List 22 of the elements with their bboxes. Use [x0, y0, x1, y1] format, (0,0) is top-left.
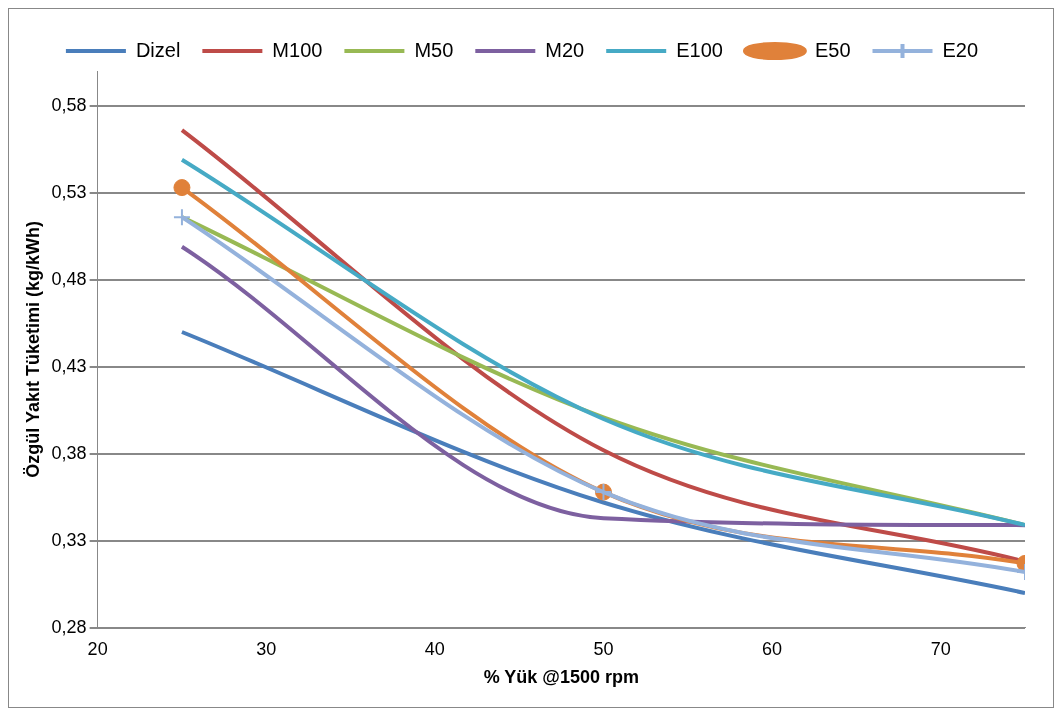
x-tick-label: 60 — [762, 638, 783, 659]
legend-label: E100 — [676, 38, 723, 61]
legend-label: E50 — [814, 38, 851, 61]
y-tick-label: 0,48 — [51, 268, 87, 289]
x-tick-label: 70 — [930, 638, 951, 659]
legend-label: E20 — [942, 38, 979, 61]
legend-label: M20 — [545, 38, 585, 61]
legend-label: Dizel — [135, 38, 181, 61]
y-tick-label: 0,28 — [51, 616, 87, 637]
y-tick-label: 0,53 — [51, 181, 87, 202]
y-tick-label: 0,38 — [51, 442, 87, 463]
x-tick-label: 50 — [593, 638, 614, 659]
x-tick-label: 40 — [424, 638, 445, 659]
y-tick-label: 0,58 — [51, 94, 87, 115]
x-tick-label: 20 — [87, 638, 108, 659]
y-axis-title: Özgül Yakıt Tüketimi (kg/kWh) — [22, 221, 43, 478]
y-tick-label: 0,33 — [51, 529, 87, 550]
x-axis-title: % Yük @1500 rpm — [483, 667, 639, 688]
legend-label: M100 — [272, 38, 323, 61]
x-tick-label: 30 — [256, 638, 277, 659]
y-tick-label: 0,43 — [51, 355, 87, 376]
legend-label: M50 — [414, 38, 454, 61]
